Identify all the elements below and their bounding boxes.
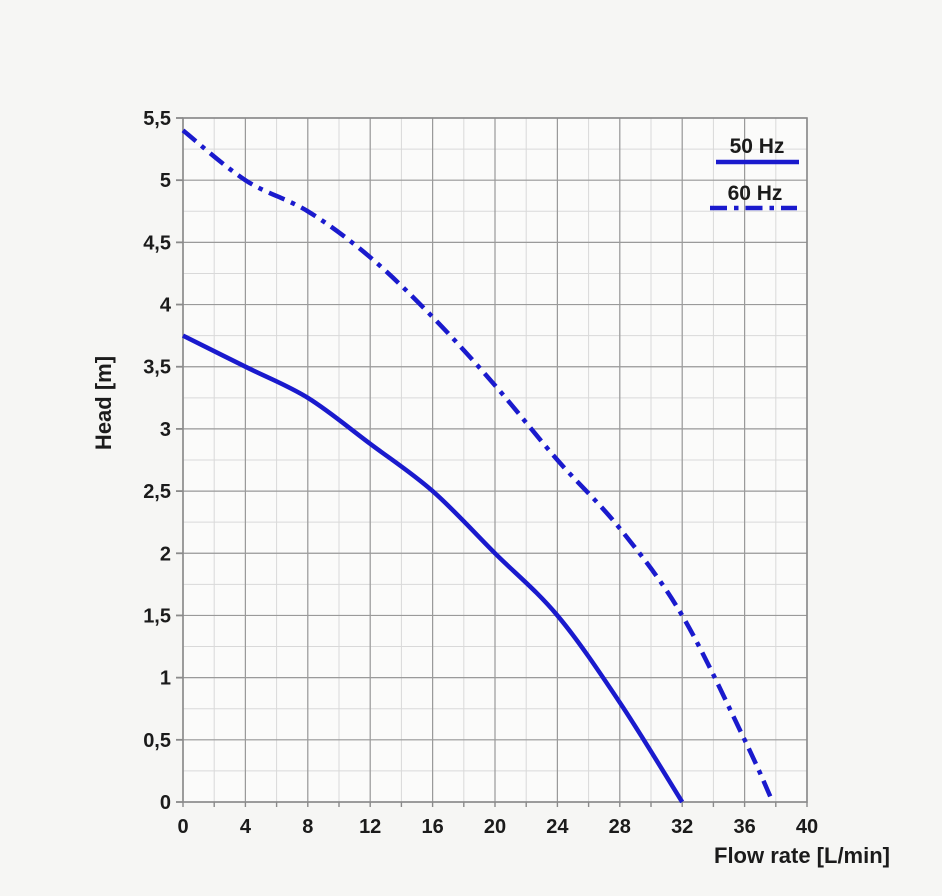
y-tick-label: 0 [160, 792, 171, 814]
curve-60-hz [181, 128, 775, 803]
y-tick-label: 3 [160, 419, 171, 441]
y-tick-label: 4,5 [143, 232, 171, 254]
x-tick-label: 12 [359, 816, 381, 838]
x-axis-title: Flow rate [L/min] [714, 843, 890, 868]
y-tick-label: 0,5 [143, 730, 171, 752]
y-tick-label: 1 [160, 668, 171, 690]
x-tick-label: 40 [796, 816, 818, 838]
y-tick-label: 4 [160, 295, 172, 317]
x-tick-label: 24 [546, 816, 569, 838]
x-tick-label: 36 [733, 816, 755, 838]
y-tick-label: 5,5 [143, 108, 171, 130]
x-tick-label: 32 [671, 816, 693, 838]
x-tick-label: 20 [484, 816, 506, 838]
y-tick-label: 1,5 [143, 605, 171, 627]
x-tick-label: 0 [177, 816, 188, 838]
x-tick-label: 8 [302, 816, 313, 838]
x-tick-label: 4 [240, 816, 252, 838]
y-tick-label: 5 [160, 170, 171, 192]
y-axis-title: Head [m] [91, 355, 116, 451]
y-tick-label: 2 [160, 543, 171, 565]
x-tick-label: 28 [609, 816, 631, 838]
x-tick-label: 16 [421, 816, 443, 838]
legend-label-50-hz: 50 Hz [730, 135, 785, 158]
curve-50-hz [181, 333, 685, 804]
legend-label-60-hz: 60 Hz [728, 182, 783, 205]
y-tick-label: 2,5 [143, 481, 171, 503]
y-tick-label: 3,5 [143, 357, 171, 379]
